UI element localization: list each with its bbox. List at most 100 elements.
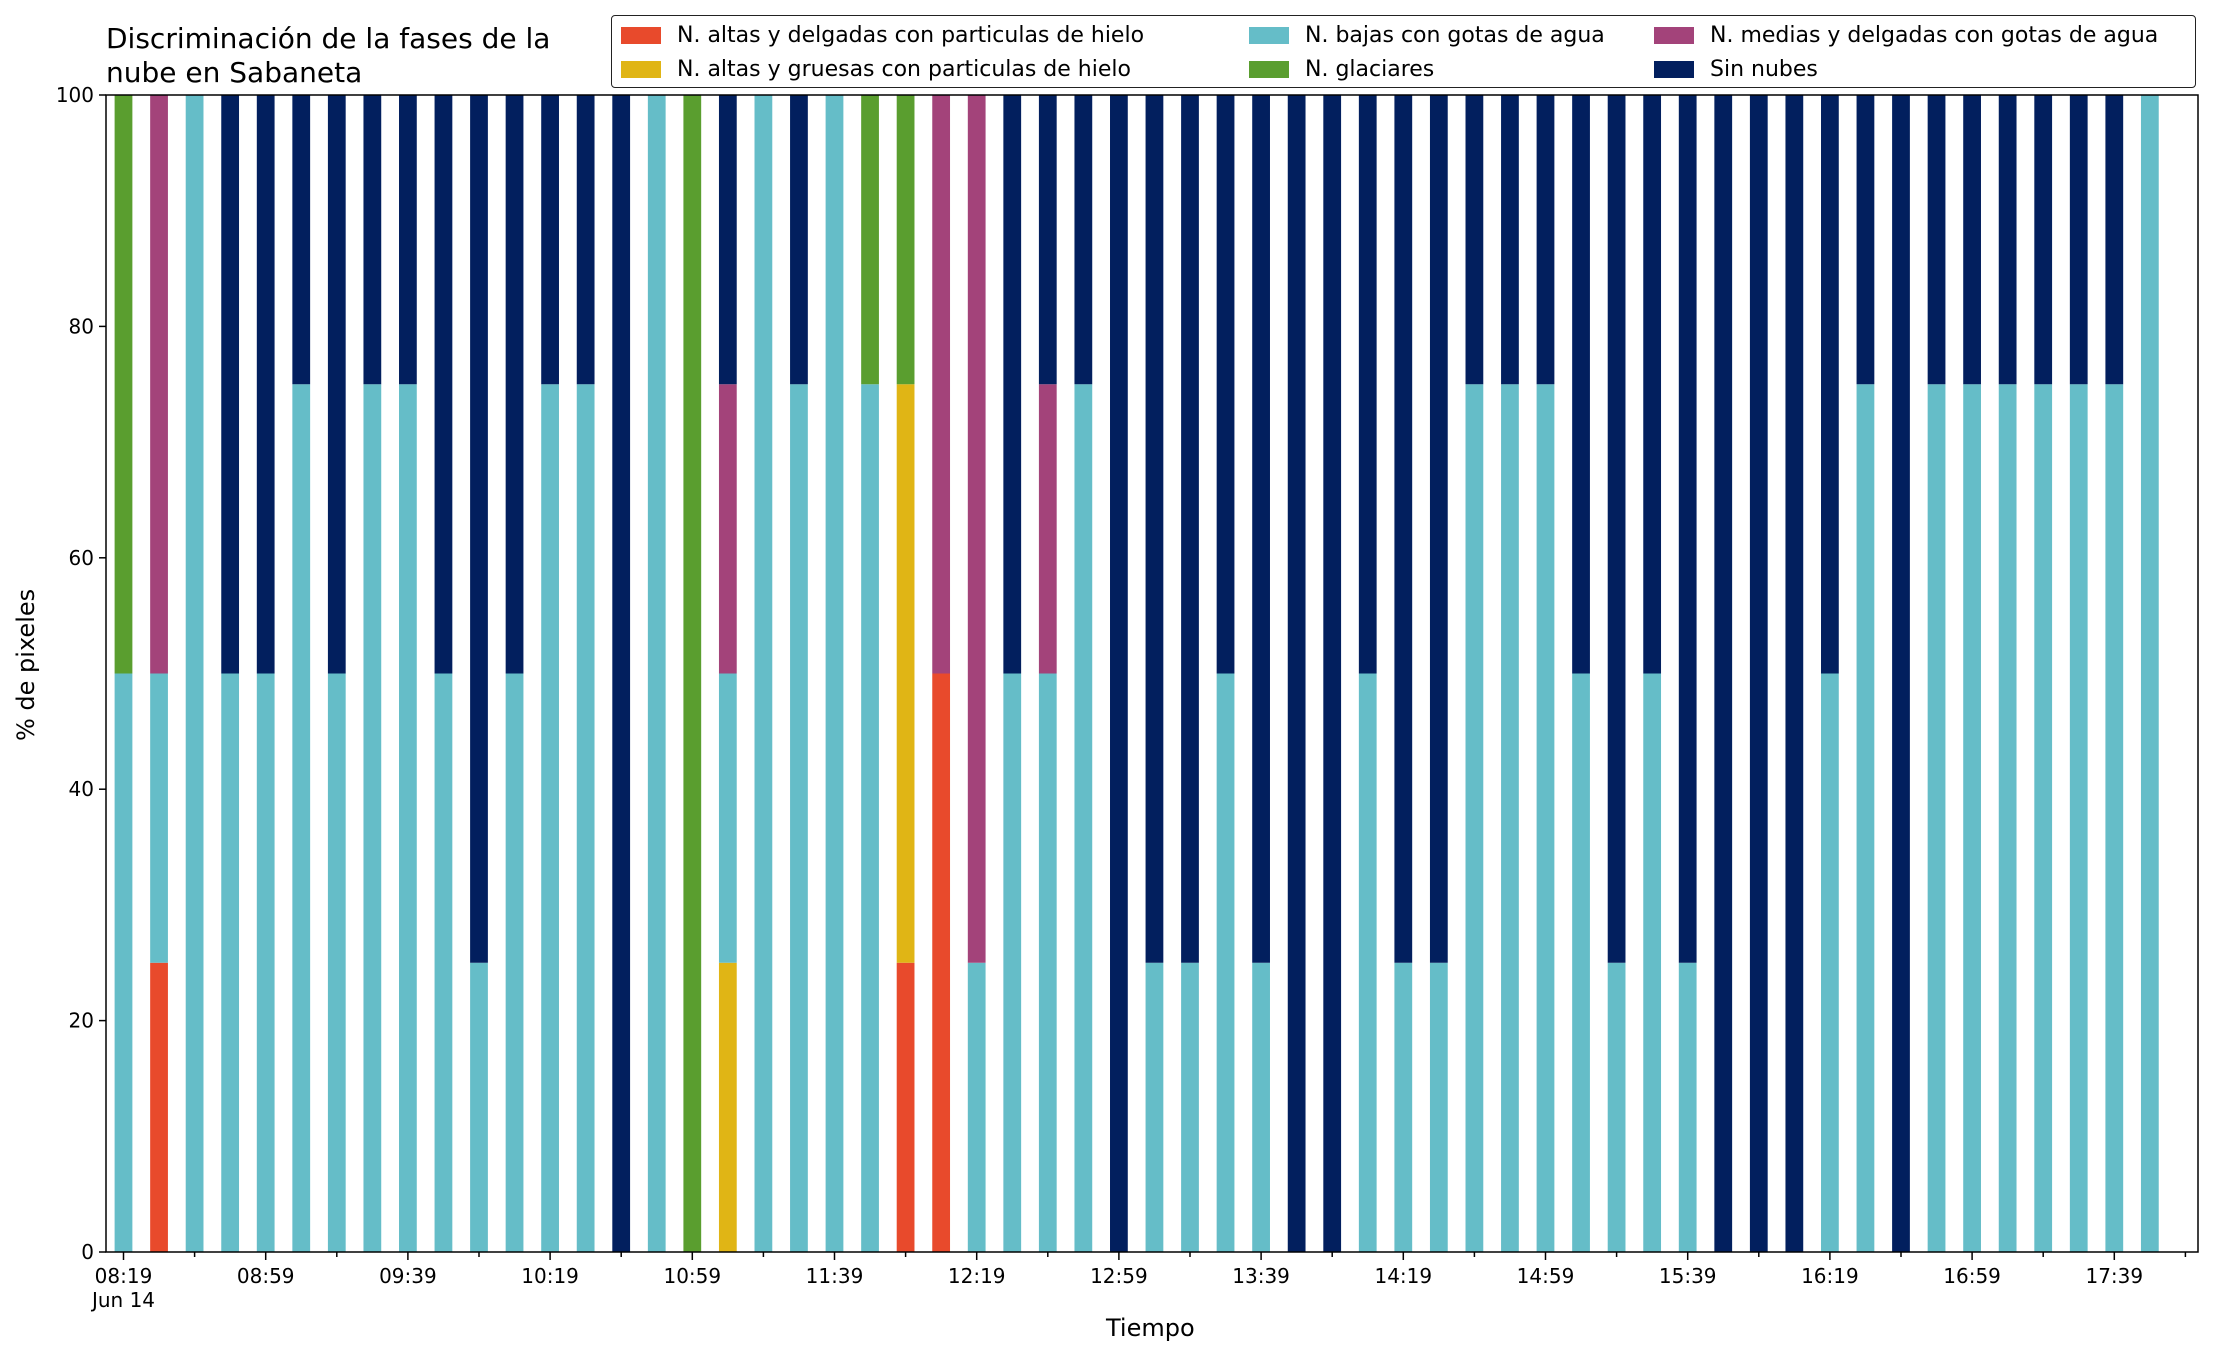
x-tick-label: 12:59 bbox=[1090, 1264, 1148, 1288]
bar-segment-baj bbox=[2105, 384, 2124, 1252]
x-tick-label: 17:39 bbox=[2085, 1264, 2143, 1288]
bar-segment-baj bbox=[2034, 384, 2053, 1252]
bar-segment-baj bbox=[434, 673, 453, 1252]
bar-segment-baj bbox=[1998, 384, 2017, 1252]
bar-segment-sin bbox=[612, 95, 631, 1252]
bar-segment-baj bbox=[1963, 384, 1981, 1252]
y-tick-label: 40 bbox=[69, 777, 94, 801]
legend-swatch bbox=[621, 27, 661, 44]
y-tick-label: 20 bbox=[69, 1009, 94, 1033]
x-tick-label: 08:59 bbox=[237, 1264, 295, 1288]
bar-segment-sin bbox=[1749, 95, 1768, 1252]
bar-segment-sin bbox=[541, 95, 559, 385]
bar-segment-baj bbox=[505, 673, 524, 1252]
bar-segment-sin bbox=[1038, 95, 1057, 385]
bar-segment-sin bbox=[718, 95, 737, 385]
bar-segment-agr bbox=[718, 962, 737, 1252]
bar-segment-med bbox=[150, 95, 168, 674]
bar-segment-baj bbox=[1038, 673, 1057, 1252]
bar-segment-baj bbox=[221, 673, 240, 1252]
bar-segment-sin bbox=[1110, 95, 1128, 1252]
legend-label: N. bajas con gotas de agua bbox=[1305, 23, 1605, 48]
bar-segment-baj bbox=[754, 95, 773, 1252]
bar-segment-sin bbox=[363, 95, 382, 385]
legend-label: N. medias y delgadas con gotas de agua bbox=[1710, 23, 2159, 48]
bar-segment-sin bbox=[505, 95, 524, 674]
bar-segment-sin bbox=[2069, 95, 2088, 385]
chart-title-line-1: Discriminación de la fases de la bbox=[106, 22, 551, 55]
bar-segment-baj bbox=[861, 384, 879, 1252]
bar-segment-baj bbox=[327, 673, 346, 1252]
bar-segment-sin bbox=[221, 95, 240, 674]
y-tick-label: 100 bbox=[56, 83, 94, 107]
x-tick-label: 16:59 bbox=[1943, 1264, 2001, 1288]
bar-segment-sin bbox=[1003, 95, 1022, 674]
bar-segment-sin bbox=[1501, 95, 1519, 385]
bar-segment-sin bbox=[399, 95, 417, 385]
bar-segment-agh bbox=[896, 962, 915, 1252]
bar-segment-gla bbox=[114, 95, 133, 674]
plot-frame bbox=[105, 94, 2199, 1253]
bar-segment-sin bbox=[1074, 95, 1093, 385]
bar-segment-sin bbox=[1536, 95, 1555, 385]
x-tick-label: 09:39 bbox=[379, 1264, 437, 1288]
bar-segment-baj bbox=[1181, 962, 1199, 1252]
bar-segment-baj bbox=[1927, 384, 1946, 1252]
bar-segment-baj bbox=[718, 673, 737, 963]
bar-segment-med bbox=[967, 95, 986, 963]
bar-segment-baj bbox=[1074, 384, 1093, 1252]
bar-segment-sin bbox=[576, 95, 595, 385]
bar-segment-sin bbox=[327, 95, 346, 674]
legend-swatch bbox=[1249, 61, 1289, 78]
x-tick-label: 13:39 bbox=[1232, 1264, 1290, 1288]
bar-segment-sin bbox=[1785, 95, 1804, 1252]
bar-segment-sin bbox=[1678, 95, 1697, 963]
bar-segment-sin bbox=[1572, 95, 1590, 674]
bar-segment-baj bbox=[256, 673, 275, 1252]
bar-segment-baj bbox=[576, 384, 595, 1252]
bar-segment-baj bbox=[150, 673, 168, 963]
x-tick-label: 16:19 bbox=[1801, 1264, 1859, 1288]
legend-label: Sin nubes bbox=[1710, 57, 1818, 82]
bar-segment-sin bbox=[1181, 95, 1199, 963]
legend-swatch bbox=[1654, 27, 1694, 44]
bar-segment-baj bbox=[647, 95, 666, 1252]
chart-title-line-2: nube en Sabaneta bbox=[106, 56, 363, 89]
bar-segment-baj bbox=[1465, 384, 1484, 1252]
bar-segment-sin bbox=[434, 95, 453, 674]
bar-segment-sin bbox=[1429, 95, 1448, 963]
x-tick-label: 10:59 bbox=[663, 1264, 721, 1288]
bar-segment-sin bbox=[790, 95, 808, 385]
bar-segment-sin bbox=[1394, 95, 1413, 963]
bar-segment-sin bbox=[2105, 95, 2124, 385]
bar-segment-baj bbox=[114, 673, 133, 1252]
bar-segment-baj bbox=[790, 384, 808, 1252]
bar-segment-sin bbox=[1358, 95, 1377, 674]
bar-segment-baj bbox=[541, 384, 559, 1252]
bar-segment-baj bbox=[1821, 673, 1839, 1252]
y-tick-label: 60 bbox=[69, 546, 94, 570]
bar-segment-baj bbox=[1145, 962, 1164, 1252]
x-tick-label: 10:19 bbox=[521, 1264, 579, 1288]
x-axis-label: Tiempo bbox=[1106, 1314, 1195, 1342]
bar-segment-med bbox=[1038, 384, 1057, 674]
bar-segment-sin bbox=[292, 95, 311, 385]
y-tick-label: 0 bbox=[81, 1240, 94, 1264]
bar-segment-sin bbox=[1323, 95, 1342, 1252]
bar-segment-baj bbox=[1394, 962, 1413, 1252]
bar-segment-sin bbox=[2034, 95, 2053, 385]
bar-segment-med bbox=[932, 95, 951, 674]
bar-segment-baj bbox=[363, 384, 382, 1252]
bar-segment-sin bbox=[1252, 95, 1270, 963]
chart-title: Discriminación de la fases de la nube en… bbox=[106, 22, 550, 90]
bar-segment-sin bbox=[1963, 95, 1981, 385]
bar-segment-baj bbox=[1572, 673, 1590, 1252]
legend-swatch bbox=[1249, 27, 1289, 44]
bar-segment-baj bbox=[185, 95, 204, 1252]
y-tick-label: 80 bbox=[69, 314, 94, 338]
x-tick-label: 14:59 bbox=[1517, 1264, 1575, 1288]
bar-segment-sin bbox=[1643, 95, 1662, 674]
bar-segment-baj bbox=[399, 384, 417, 1252]
y-axis-label: % de pixeles bbox=[12, 588, 40, 741]
